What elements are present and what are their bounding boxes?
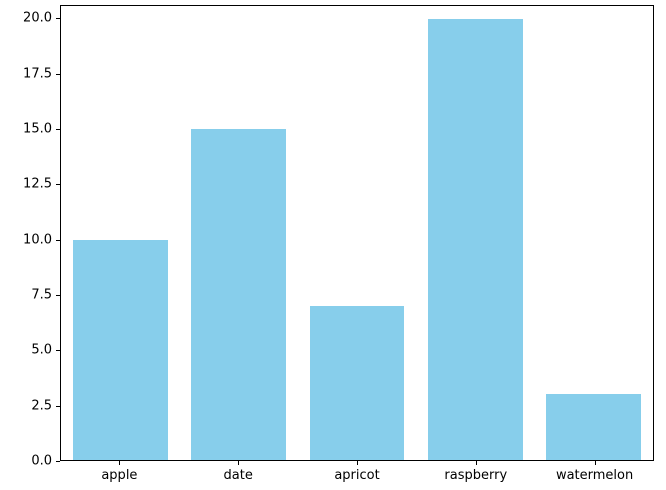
bar-date [191, 129, 286, 460]
y-tick-label: 10.0 [23, 232, 52, 248]
x-tick-label-apricot: apricot [334, 468, 380, 483]
y-tick-mark [56, 294, 60, 296]
y-tick-mark [56, 461, 60, 462]
x-tick-mark [119, 461, 121, 465]
x-tick-mark [594, 461, 596, 465]
y-tick-label: 12.5 [23, 176, 52, 192]
bar-raspberry [428, 19, 523, 460]
x-tick-mark [238, 461, 240, 465]
y-tick-mark [56, 128, 60, 130]
bars-container [61, 6, 653, 460]
x-tick-label-apple: apple [101, 468, 138, 483]
x-tick-mark [357, 461, 358, 465]
x-tick-label-watermelon: watermelon [555, 468, 634, 483]
y-tick-mark [56, 73, 60, 75]
x-tick-mark [475, 461, 477, 465]
x-tick-label-raspberry: raspberry [444, 468, 508, 483]
y-tick-label: 20.0 [23, 10, 52, 26]
y-tick-label: 0.0 [31, 453, 52, 469]
y-tick-mark [56, 405, 60, 407]
bar-apple [72, 239, 168, 460]
bar-watermelon [546, 393, 642, 460]
y-tick-label: 15.0 [23, 121, 52, 137]
plot-area [60, 5, 654, 461]
y-tick-mark [56, 350, 60, 352]
y-tick-mark [56, 184, 60, 186]
y-tick-mark [56, 18, 60, 20]
y-tick-label: 17.5 [23, 66, 52, 82]
x-tick-label-date: date [223, 468, 253, 483]
y-tick-mark [56, 239, 60, 241]
y-tick-label: 2.5 [31, 398, 52, 414]
y-tick-label: 5.0 [31, 342, 52, 358]
y-tick-label: 7.5 [31, 287, 52, 303]
bar-apricot [309, 305, 405, 460]
